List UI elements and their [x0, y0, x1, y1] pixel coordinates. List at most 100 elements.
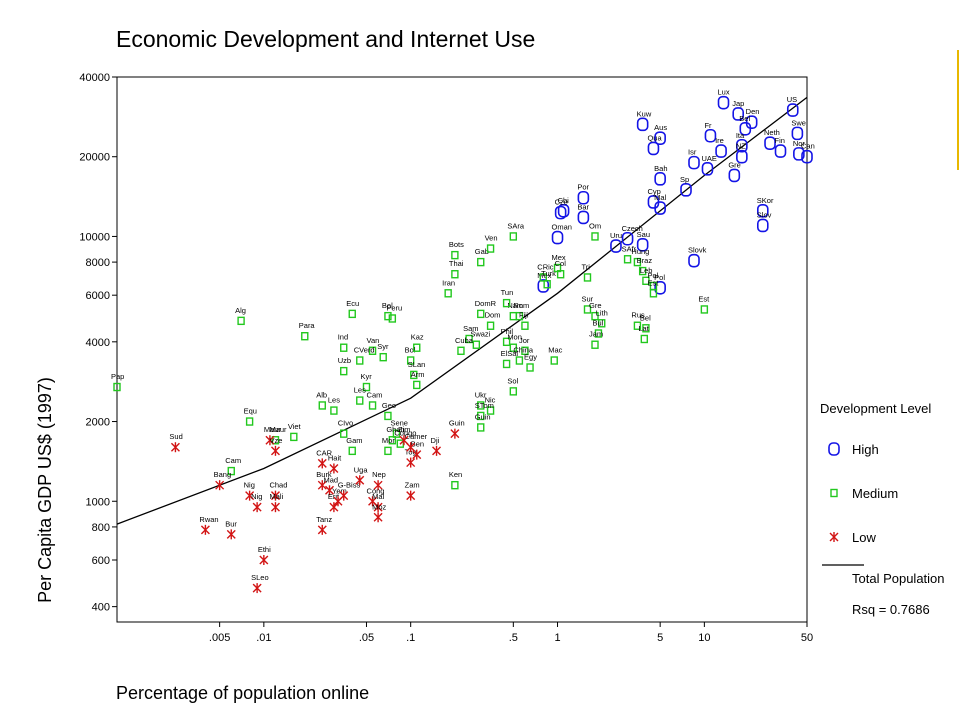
- medium-point: [384, 311, 392, 321]
- y-tick-label: 600: [92, 555, 110, 567]
- high-point: [647, 141, 660, 156]
- point-label: CAR: [316, 448, 332, 457]
- point-label: Tanz: [316, 515, 332, 524]
- point-label: Bel: [640, 313, 651, 322]
- point-label: Rwan: [199, 515, 218, 524]
- medium-point: [406, 356, 415, 365]
- y-tick-label: 8000: [86, 257, 110, 269]
- low-point: [317, 480, 327, 491]
- point-label: Sur: [581, 294, 593, 303]
- point-label: Gab: [475, 247, 489, 256]
- point-label: Gre: [589, 301, 602, 310]
- point-label: Leb: [640, 266, 653, 275]
- medium-point: [638, 266, 647, 276]
- medium-point: [583, 305, 592, 314]
- x-tick-label: 50: [801, 632, 813, 644]
- medium-point: [515, 356, 524, 365]
- point-label: Ire: [715, 136, 724, 145]
- point-label: Les: [328, 396, 340, 405]
- low-point: [355, 475, 365, 486]
- point-label: Nam: [507, 301, 523, 310]
- high-point: [557, 203, 570, 218]
- point-label: Bel: [739, 114, 750, 123]
- medium-point: [245, 417, 254, 426]
- high-point: [577, 190, 590, 205]
- medium-point: [384, 411, 392, 421]
- medium-point: [379, 352, 387, 362]
- point-label: Bah: [654, 164, 667, 173]
- high-point: [736, 149, 748, 164]
- medium-point: [237, 316, 245, 326]
- low-point: [215, 480, 225, 491]
- medium-point: [515, 311, 524, 321]
- point-label: Nic: [485, 396, 496, 405]
- legend-label: Total Population: [852, 571, 945, 586]
- point-label: Maur: [269, 425, 287, 434]
- medium-point: [700, 305, 709, 314]
- point-label: Hait: [328, 453, 342, 462]
- x-axis-title: Percentage of population online: [116, 683, 369, 703]
- point-label: G-Biss: [338, 481, 361, 490]
- x-tick-label: .5: [509, 632, 518, 644]
- y-tick-label: 20000: [79, 152, 110, 164]
- medium-point: [340, 343, 348, 352]
- y-axis-title: Per Capita GDP US$ (1997): [35, 377, 55, 603]
- point-label: Slovk: [688, 246, 707, 255]
- point-label: Kyr: [360, 372, 372, 381]
- medium-point: [539, 273, 547, 282]
- y-axis-ticks: 400 600 800 1000 2000 4000 6000 8000 10000 20000 4…: [79, 72, 117, 614]
- point-label: Camer: [405, 432, 428, 441]
- point-label: Equ: [244, 407, 257, 416]
- medium-point: [502, 359, 511, 369]
- medium-point: [543, 280, 551, 289]
- point-label: Mex: [537, 271, 551, 280]
- point-label: Lith: [596, 308, 608, 317]
- x-tick-label: 1: [554, 632, 560, 644]
- medium-point: [591, 311, 599, 321]
- medium-point: [392, 429, 401, 438]
- medium-point: [451, 250, 459, 260]
- low-point: [270, 490, 280, 501]
- point-label: Van: [367, 336, 380, 345]
- point-label: Egy: [524, 352, 537, 361]
- plot-frame: [116, 76, 808, 623]
- y-tick-label: 400: [92, 602, 110, 614]
- low-point: [317, 458, 327, 469]
- x-tick-label: 10: [698, 632, 710, 644]
- x-tick-label: .005: [209, 632, 230, 644]
- y-tick-label: 4000: [86, 337, 110, 349]
- point-label: Ghan: [386, 425, 404, 434]
- medium-point: [301, 332, 309, 341]
- point-label: Nep: [372, 470, 386, 479]
- medium-point: [640, 334, 649, 344]
- medium-point: [583, 273, 592, 282]
- high-point: [786, 103, 799, 117]
- point-label: SLeo: [251, 573, 269, 582]
- legend-item: Rsq = 0.7686: [852, 602, 930, 617]
- point-label: Phil: [501, 327, 514, 336]
- medium-point: [623, 255, 632, 264]
- point-label: Pol: [654, 273, 665, 282]
- medium-point: [486, 321, 495, 330]
- point-label: Por: [577, 183, 589, 192]
- x-tick-label: .01: [256, 632, 271, 644]
- point-label: Dji: [431, 436, 440, 445]
- point-label: Sam: [463, 324, 478, 333]
- high-point: [654, 280, 666, 295]
- point-label: Isr: [688, 148, 697, 157]
- point-label: Neth: [764, 128, 780, 137]
- legend-item: High: [828, 442, 879, 457]
- medium-point: [271, 436, 280, 445]
- point-label: Bur: [225, 519, 237, 528]
- high-point: [680, 183, 692, 197]
- point-label: NZ: [736, 142, 746, 151]
- high-point: [732, 107, 745, 121]
- medium-point: [509, 387, 518, 396]
- point-label: Mon: [507, 333, 522, 342]
- point-label: Ethi: [258, 545, 271, 554]
- point-label: Rom: [513, 301, 529, 310]
- high-point: [554, 205, 567, 220]
- point-label: Burk: [316, 470, 332, 479]
- y-tick-label: 10000: [79, 231, 110, 243]
- point-label: Bol: [405, 346, 416, 355]
